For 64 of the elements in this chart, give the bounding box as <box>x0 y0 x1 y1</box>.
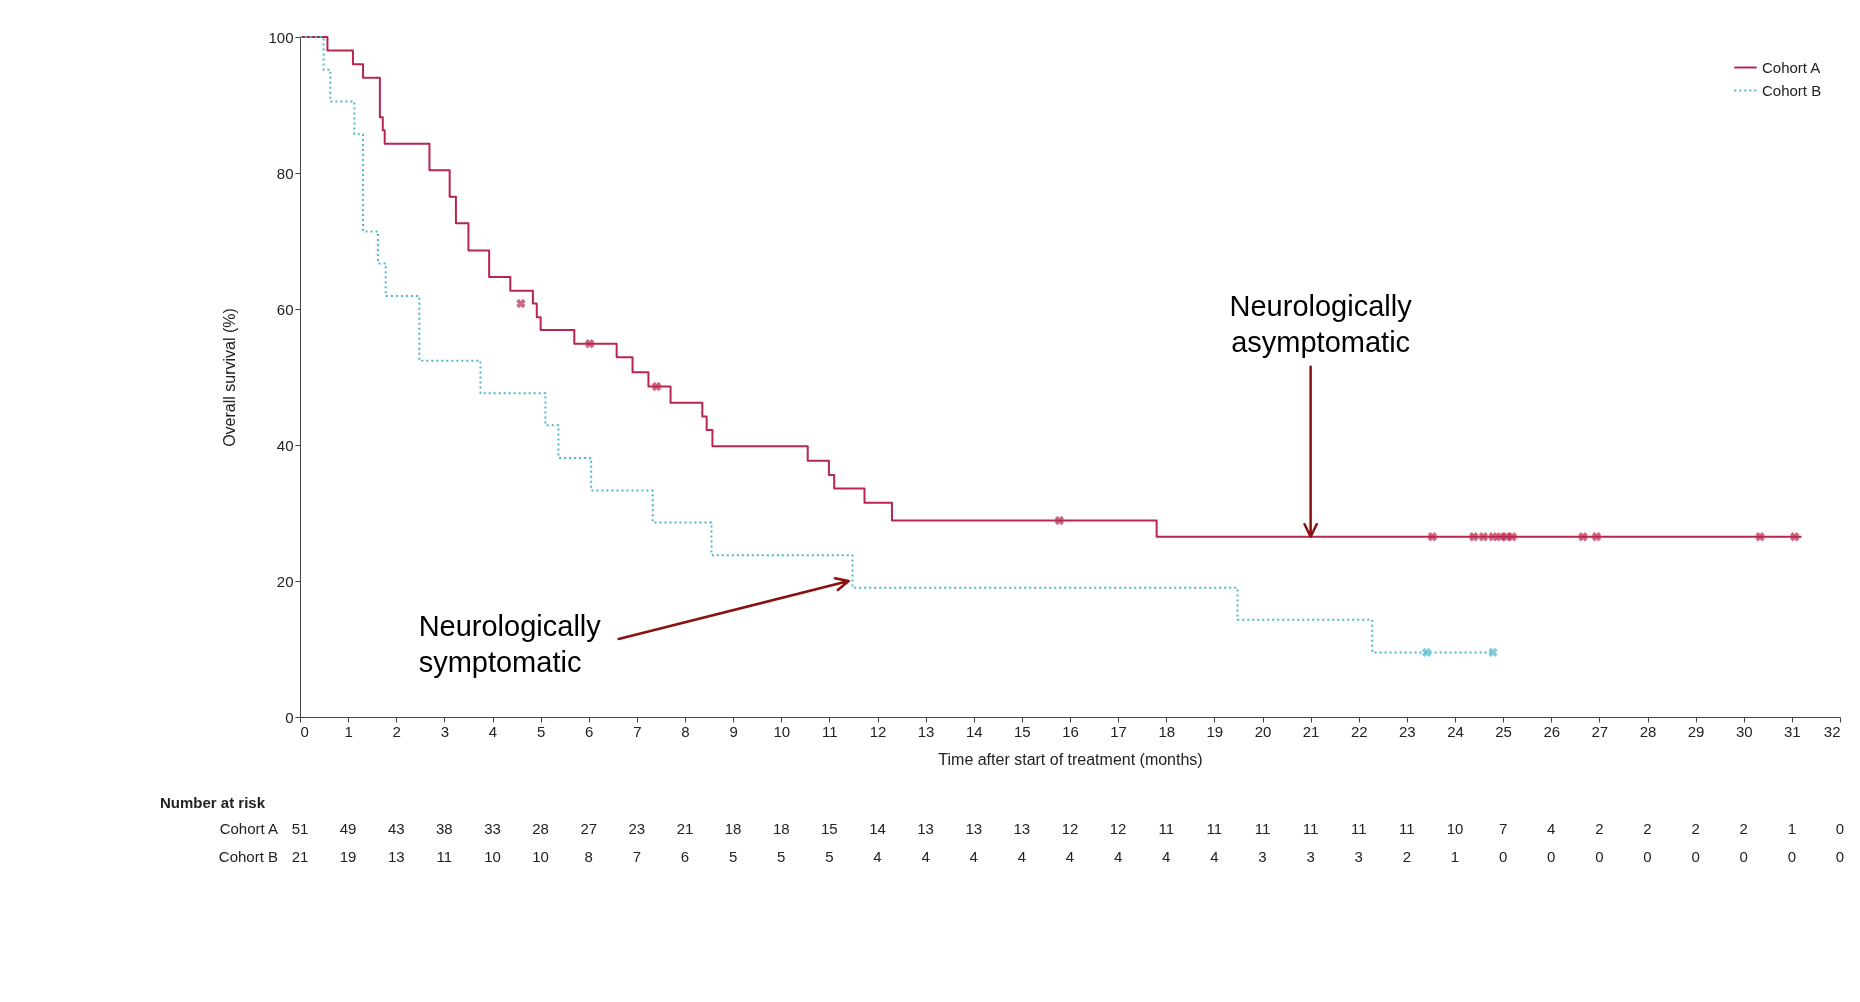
y-tick-label: 60 <box>276 300 294 318</box>
legend-label: Cohort B <box>1762 81 1822 99</box>
x-tick-label: 11 <box>822 722 838 740</box>
point <box>585 338 595 349</box>
point <box>1755 532 1765 542</box>
x-tick-label: 21 <box>1302 722 1320 740</box>
point <box>1507 532 1517 542</box>
point <box>1469 532 1479 542</box>
x-tick-label: 24 <box>1447 722 1464 740</box>
point <box>1578 532 1588 542</box>
point <box>1591 532 1602 542</box>
y-tick-label: 20 <box>276 572 294 590</box>
x-tick-label: 15 <box>1014 722 1031 740</box>
x-tick-label: 0 <box>300 722 309 740</box>
x-tick-label: 12 <box>869 722 887 740</box>
x-tick-label: 23 <box>1399 722 1416 740</box>
x-tick-label: 7 <box>633 722 642 740</box>
x-tick-label: 3 <box>440 722 450 740</box>
point <box>1790 532 1800 542</box>
text: 51 49 43 38 33 28 27 23 21 18 18 15 14 13 13 13 12 12 11 11 11 11 11 11 10 7 4 2 2 2 2 1 0 <box>291 820 1845 837</box>
x-tick-label: 26 <box>1543 722 1561 740</box>
text: 21 19 13 11 10 10 8 7 6 5 5 5 4 4 4 4 4 4 4 4 3 3 3 2 1 0 0 0 0 0 0 0 0 <box>291 848 1845 865</box>
x-tick-label: 5 <box>536 722 546 740</box>
x-tick-label: 1 <box>344 722 353 740</box>
x-tick-label: 17 <box>1110 722 1127 740</box>
x-tick-label: 27 <box>1591 722 1609 740</box>
x-tick-label: 30 <box>1735 722 1753 740</box>
x-tick-label: 6 <box>585 722 594 740</box>
point <box>1488 647 1498 658</box>
x-tick-label: 29 <box>1687 722 1705 740</box>
x-tick-label: 31 <box>1784 722 1801 740</box>
point <box>1421 647 1432 658</box>
x-tick-label: 28 <box>1639 722 1657 740</box>
annotation: Neurologically asymptomatic <box>1229 289 1413 358</box>
y-tick-label: 40 <box>276 436 294 454</box>
x-tick-label: 14 <box>965 722 983 740</box>
x-tick-label: 19 <box>1206 722 1224 740</box>
x-tick-label: 13 <box>917 722 935 740</box>
y-axis-title: Overall survival (%) <box>221 308 239 447</box>
x-axis-title: Time after start of treatment (months) <box>938 750 1203 768</box>
x-tick-label: 4 <box>488 722 498 740</box>
point <box>1054 515 1065 526</box>
point <box>1427 532 1438 542</box>
x-tick-label: 10 <box>773 722 791 740</box>
y-tick-label: 80 <box>276 164 294 182</box>
point <box>651 381 662 392</box>
y-tick-label: 0 <box>285 708 294 726</box>
x-tick-label: 32 <box>1823 722 1841 740</box>
x-tick-label: 18 <box>1158 722 1176 740</box>
text: Number at risk <box>160 794 266 811</box>
x-tick-label: 2 <box>392 722 401 740</box>
x-tick-label: 16 <box>1062 722 1079 740</box>
text: Cohort A <box>219 820 278 837</box>
y-tick-label: 100 <box>268 28 294 46</box>
x-tick-label: 20 <box>1254 722 1272 740</box>
point <box>1478 532 1489 542</box>
x-tick-label: 9 <box>729 722 738 740</box>
x-tick-label: 25 <box>1495 722 1512 740</box>
x-tick-label: 8 <box>681 722 690 740</box>
legend-label: Cohort A <box>1762 58 1821 76</box>
annotation: Neurologically symptomatic <box>418 610 602 678</box>
point <box>516 298 526 309</box>
text: Cohort B <box>218 848 278 865</box>
x-tick-label: 22 <box>1350 722 1368 740</box>
